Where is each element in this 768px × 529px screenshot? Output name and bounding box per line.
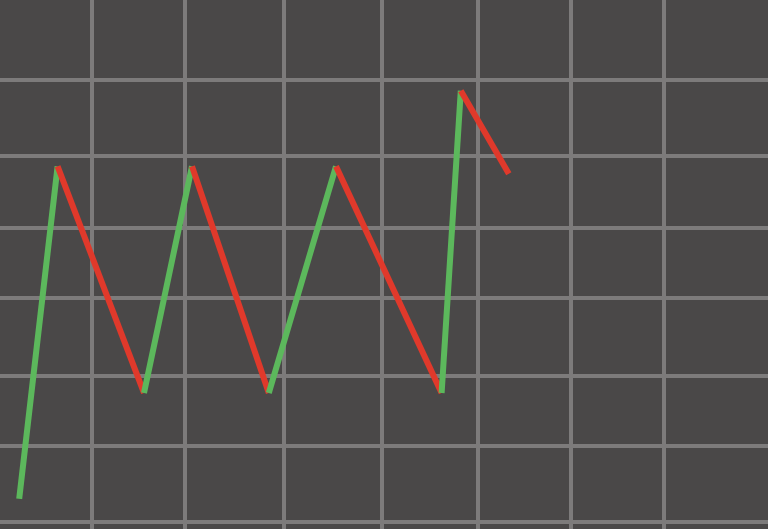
- falling-segment: [458, 89, 512, 176]
- rising-segment: [438, 90, 464, 394]
- rising-segment: [16, 165, 61, 500]
- rising-segment: [141, 165, 195, 394]
- falling-segment: [189, 165, 272, 394]
- falling-segment: [54, 165, 147, 395]
- rising-segment: [265, 165, 339, 394]
- zigzag-series: [16, 89, 512, 500]
- falling-segment: [333, 165, 445, 395]
